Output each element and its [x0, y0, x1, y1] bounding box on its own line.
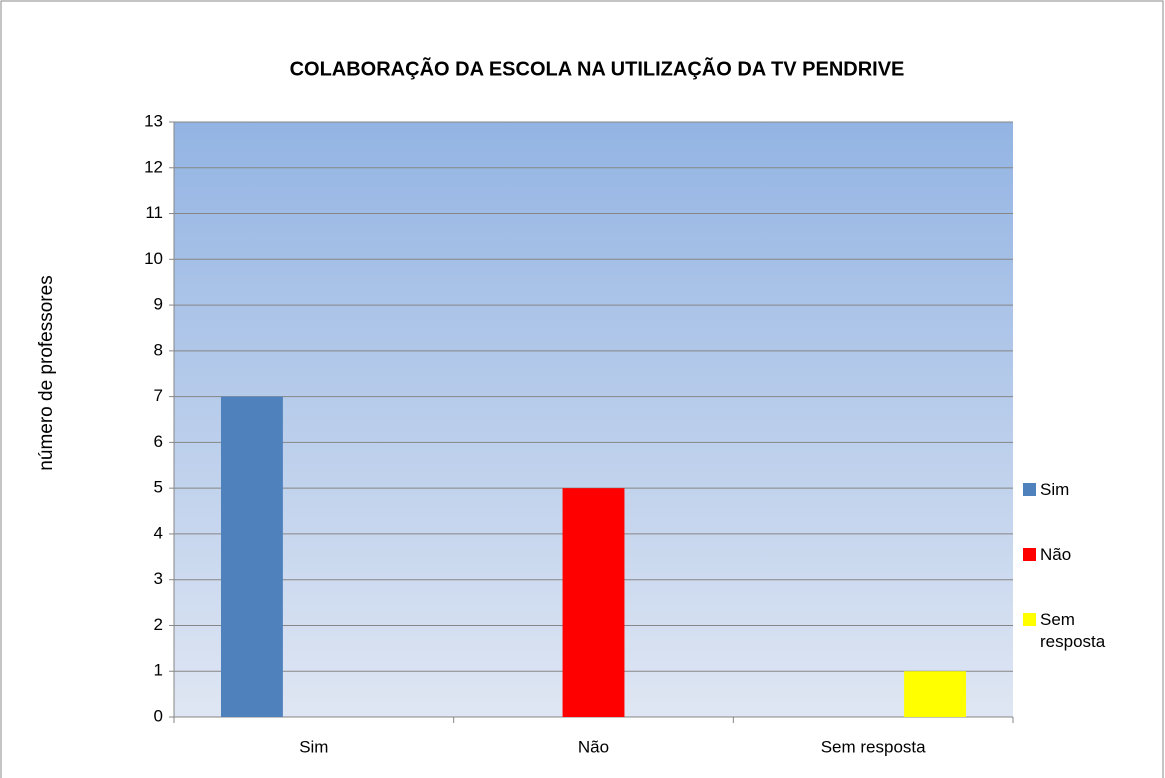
- legend-swatch: [1023, 548, 1036, 561]
- y-tick-label: 8: [154, 340, 163, 359]
- y-tick-label: 10: [144, 249, 163, 268]
- x-tick-label: Sim: [299, 737, 328, 756]
- y-tick-label: 9: [154, 295, 163, 314]
- y-tick-label: 4: [154, 523, 163, 542]
- y-tick-label: 6: [154, 432, 163, 451]
- y-tick-label: 12: [144, 157, 163, 176]
- y-tick-label: 11: [145, 203, 163, 222]
- y-tick-label: 7: [154, 386, 163, 405]
- x-tick-label: Sem resposta: [821, 737, 926, 756]
- legend-label: Sim: [1040, 480, 1070, 499]
- y-tick-label: 5: [154, 478, 163, 497]
- x-tick-label: Não: [578, 737, 609, 756]
- bar: [220, 396, 283, 717]
- legend-swatch: [1023, 613, 1036, 626]
- legend-swatch: [1023, 483, 1036, 496]
- y-tick-label: 1: [154, 661, 163, 680]
- y-tick-label: 2: [154, 615, 163, 634]
- y-tick-label: 13: [144, 111, 163, 130]
- legend-label: Sem resposta: [1040, 610, 1106, 651]
- y-tick-label: 3: [154, 569, 163, 588]
- chart-title: COLABORAÇÃO DA ESCOLA NA UTILIZAÇÃO DA T…: [290, 57, 905, 80]
- y-axis-label: número de professores: [36, 275, 57, 470]
- legend-label: Não: [1040, 545, 1072, 564]
- bar: [904, 671, 967, 717]
- bar: [562, 488, 625, 717]
- y-tick-label: 0: [154, 706, 163, 725]
